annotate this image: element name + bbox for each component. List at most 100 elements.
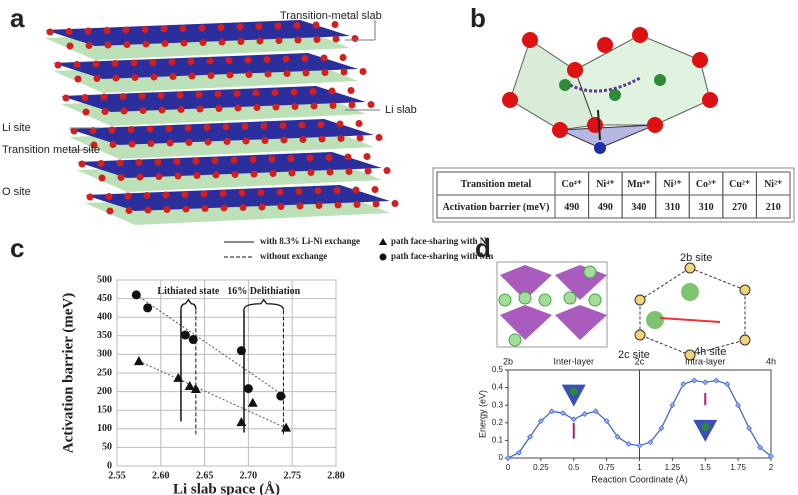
point (647, 439, 654, 446)
metal (609, 89, 621, 101)
point (735, 402, 742, 409)
oxygen (122, 26, 130, 34)
table-text: Ni³⁺ (663, 179, 681, 190)
point (669, 402, 676, 409)
oxygen (177, 106, 185, 113)
top-label: Inter-layer (553, 356, 594, 366)
oxygen (46, 28, 54, 36)
top-label: 2b (503, 356, 513, 366)
point (592, 408, 599, 415)
oxygen (263, 56, 271, 63)
oxygen (85, 42, 93, 49)
x-tick-label: 2.70 (240, 470, 258, 481)
panel-label: d (475, 233, 491, 263)
panel-label: c (10, 233, 24, 263)
lithium (594, 142, 606, 154)
oxygen (169, 73, 177, 80)
oxygen (211, 157, 219, 164)
site (684, 349, 696, 361)
oxygen (185, 139, 193, 146)
oxygen (268, 155, 276, 163)
oxygen (337, 135, 345, 142)
oxygen (241, 123, 249, 130)
oxygen (136, 173, 144, 181)
oxygen (73, 61, 81, 68)
point (143, 303, 153, 313)
legend-label: path face-sharing with Mn (391, 251, 493, 261)
oxygen (310, 102, 318, 110)
oxygen (329, 102, 337, 109)
x-tick-label: 0 (506, 463, 511, 472)
oxygen (160, 25, 168, 33)
oxygen (348, 101, 356, 109)
y-tick-label: 0 (107, 460, 112, 471)
panel-label: a (10, 3, 25, 33)
oxygen (111, 60, 119, 67)
oxygen (168, 58, 176, 66)
table-text: Co⁴⁺ (562, 179, 583, 190)
point (184, 381, 195, 391)
table-text: 310 (665, 202, 680, 213)
oxygen (236, 23, 244, 31)
y-tick-label: 0.3 (492, 400, 504, 409)
oxygen (112, 74, 120, 82)
oxygen (352, 186, 360, 194)
structure-label: 4h site (694, 346, 726, 358)
oxygen (62, 94, 70, 102)
oxygen (287, 155, 295, 162)
point (236, 346, 246, 356)
point (236, 417, 247, 427)
oxygen (181, 191, 189, 198)
octahedron (500, 305, 552, 340)
oxygen (206, 57, 214, 65)
x-tick-label: 2.60 (152, 470, 170, 481)
y-tick-label: 0.4 (492, 383, 504, 392)
oxygen (222, 123, 230, 131)
site (684, 262, 696, 274)
cell (496, 261, 608, 348)
octahedron (509, 39, 596, 131)
oxygen (253, 104, 261, 111)
y-tick-label: 50 (102, 442, 112, 453)
tetrahedron (559, 124, 656, 149)
x-tick-label: 2.75 (283, 470, 301, 481)
oxygen (174, 172, 182, 180)
point (188, 335, 198, 345)
site (634, 329, 646, 341)
metal (569, 387, 578, 396)
oxygen (321, 69, 329, 76)
oxygen (364, 167, 372, 175)
y-tick-label: 0 (499, 453, 504, 462)
oxygen (212, 171, 220, 179)
oxygen (204, 138, 212, 146)
oxygen (367, 101, 375, 108)
y-tick-label: 300 (97, 349, 112, 360)
lithium (681, 283, 699, 301)
top-label: Intra-layer (685, 356, 726, 366)
lithium (563, 291, 577, 305)
oxygen (315, 202, 323, 209)
oxygen (237, 38, 245, 45)
oxygen (372, 200, 380, 208)
annotation: Lithiated state (157, 286, 220, 297)
oxygen (552, 122, 568, 138)
oxygen (274, 22, 282, 30)
x-tick-label: 2.65 (196, 470, 214, 481)
oxygen (142, 40, 150, 48)
structure-label: 2c site (618, 349, 650, 361)
y-axis-label: Activation barrier (meV) (60, 293, 76, 454)
point (548, 408, 555, 415)
oxygen (173, 158, 181, 165)
x-tick-label: 0.75 (599, 463, 615, 472)
point (247, 397, 258, 407)
table-cell (755, 194, 791, 219)
oxygen (245, 71, 253, 78)
oxygen (195, 91, 203, 98)
oxygen (141, 26, 149, 33)
oxygen (98, 174, 106, 182)
tm-slab (85, 185, 390, 211)
oxygen (101, 108, 109, 115)
point (281, 422, 292, 432)
